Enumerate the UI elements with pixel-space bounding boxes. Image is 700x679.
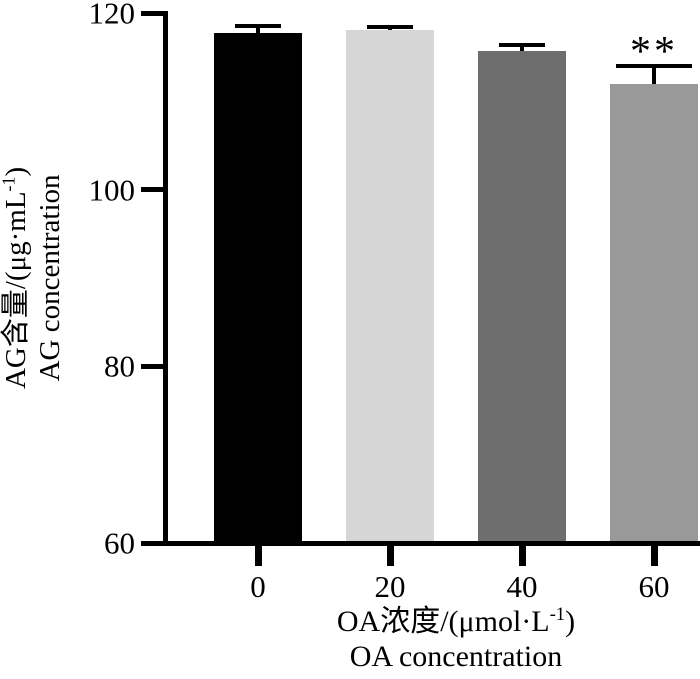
y-tick — [141, 187, 163, 193]
error-bar-stem — [652, 66, 656, 84]
error-bar-cap — [367, 25, 413, 30]
y-tick — [141, 10, 163, 16]
y-axis-title-close-paren: ) — [0, 166, 33, 177]
bar — [346, 29, 434, 541]
error-bar-stem — [520, 44, 524, 51]
x-axis-title-line2: OA concentration — [349, 640, 563, 674]
error-bar-stem — [256, 26, 260, 34]
bar — [214, 33, 302, 541]
x-tick-label: 20 — [374, 569, 406, 604]
y-axis-title-superscript: -1 — [0, 176, 19, 192]
x-tick — [386, 545, 394, 566]
x-axis-title-close-paren: ) — [565, 605, 576, 638]
x-axis-line — [163, 540, 700, 546]
error-bar-cap — [235, 24, 281, 29]
y-axis-title-line1: AG含量/(μg·mL-1) — [0, 12, 34, 544]
x-tick-label: 0 — [250, 569, 266, 604]
y-axis-title-text: AG含量/(μg·mL — [0, 191, 33, 390]
x-tick-label: 60 — [638, 569, 670, 604]
bar — [610, 83, 698, 541]
x-axis-title-superscript: -1 — [549, 604, 566, 625]
y-tick-label: 120 — [88, 0, 136, 31]
x-axis-title-text: OA浓度/(μmol·L — [336, 605, 550, 638]
y-tick — [141, 540, 163, 546]
x-axis-title: OA浓度/(μmol·L-1) OA concentration — [190, 604, 700, 674]
x-tick — [254, 545, 262, 566]
x-tick — [518, 545, 526, 566]
x-tick — [650, 545, 658, 566]
y-tick — [141, 363, 163, 369]
y-axis-title-line2: AG concentration — [34, 174, 66, 382]
error-bar-cap — [616, 64, 692, 68]
y-tick-label: 100 — [88, 172, 136, 208]
bar — [478, 50, 566, 541]
y-tick-label: 80 — [104, 348, 135, 384]
y-axis-title: AG含量/(μg·mL-1) AG concentration — [0, 12, 68, 544]
x-axis-title-line1: OA浓度/(μmol·L-1) — [190, 604, 700, 639]
y-tick-label: 60 — [104, 525, 135, 561]
y-axis-line — [163, 10, 168, 546]
error-bar-cap — [499, 42, 545, 47]
x-tick-label: 40 — [506, 569, 538, 604]
significance-marker: ** — [630, 29, 678, 75]
